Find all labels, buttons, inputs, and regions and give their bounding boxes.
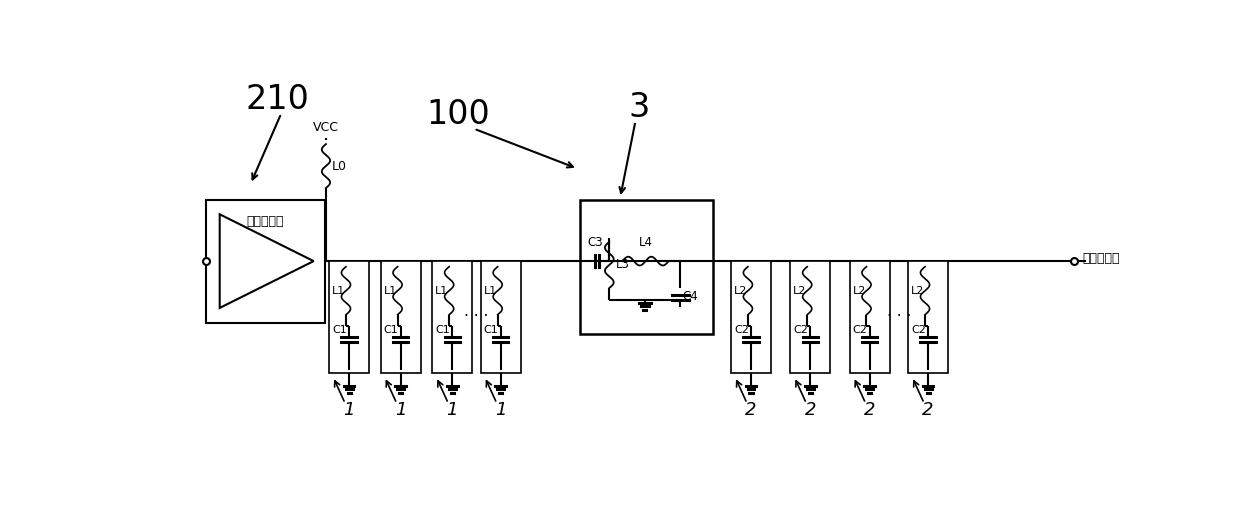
Text: 1: 1 (495, 401, 506, 419)
Polygon shape (219, 214, 314, 308)
Bar (329, 261, 370, 373)
Text: 210: 210 (246, 83, 310, 116)
Text: L0: L0 (332, 159, 347, 173)
Text: L2: L2 (794, 286, 807, 296)
Text: VCC: VCC (312, 121, 339, 134)
Text: C1: C1 (332, 325, 347, 336)
Bar (730, 261, 771, 373)
Text: 信号输出端: 信号输出端 (1083, 252, 1120, 265)
Text: C1: C1 (484, 325, 498, 336)
Bar (908, 261, 949, 373)
Text: L1: L1 (332, 286, 346, 296)
Text: 2: 2 (923, 401, 934, 419)
Text: 功率放大级: 功率放大级 (247, 215, 284, 228)
Text: C2: C2 (853, 325, 868, 336)
Bar (849, 261, 889, 373)
Text: L1: L1 (435, 286, 449, 296)
Text: · · ·: · · · (887, 309, 911, 324)
Text: C2: C2 (734, 325, 749, 336)
Text: 1: 1 (343, 401, 355, 419)
Text: L2: L2 (911, 286, 925, 296)
Text: L2: L2 (853, 286, 866, 296)
Bar (206, 199, 325, 323)
Text: C1: C1 (383, 325, 398, 336)
Bar (790, 261, 831, 373)
Text: C4: C4 (682, 290, 698, 303)
Text: 2: 2 (805, 401, 816, 419)
Bar (580, 199, 713, 334)
Text: 3: 3 (629, 90, 650, 123)
Text: C1: C1 (435, 325, 450, 336)
Text: L4: L4 (639, 236, 652, 249)
Bar (481, 261, 521, 373)
Text: C3: C3 (588, 236, 604, 249)
Bar (433, 261, 472, 373)
Text: L2: L2 (734, 286, 748, 296)
Text: 1: 1 (394, 401, 407, 419)
Text: 2: 2 (864, 401, 875, 419)
Text: L3: L3 (615, 259, 630, 271)
Text: 2: 2 (745, 401, 756, 419)
Text: L1: L1 (484, 286, 497, 296)
Text: · · ·: · · · (464, 309, 489, 324)
Bar (381, 261, 420, 373)
Text: 100: 100 (427, 98, 490, 131)
Text: 1: 1 (446, 401, 458, 419)
Text: L1: L1 (383, 286, 397, 296)
Text: C2: C2 (794, 325, 808, 336)
Text: C2: C2 (911, 325, 926, 336)
